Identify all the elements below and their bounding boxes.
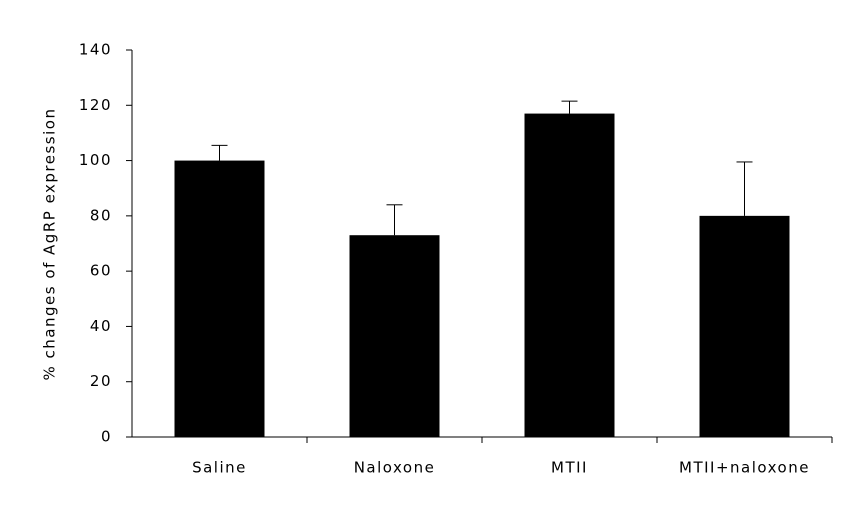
y-tick-label: 40	[90, 317, 112, 335]
x-tick-label: Naloxone	[354, 459, 436, 477]
y-tick-label: 100	[79, 151, 112, 169]
bar	[524, 113, 615, 437]
y-tick-label: 80	[90, 206, 112, 224]
bar	[174, 160, 265, 438]
x-tick-label: MTII	[551, 459, 588, 477]
y-tick-label: 140	[79, 41, 112, 59]
y-axis-label: % changes of AgRP expression	[41, 108, 59, 381]
y-tick-label: 120	[79, 96, 112, 114]
x-tick-label: MTII+naloxone	[679, 459, 810, 477]
bar	[349, 235, 440, 437]
bar	[699, 215, 790, 437]
x-tick-label: Saline	[192, 459, 247, 477]
y-tick-label: 60	[90, 262, 112, 280]
y-tick-label: 0	[101, 428, 112, 446]
y-tick-label: 20	[90, 372, 112, 390]
